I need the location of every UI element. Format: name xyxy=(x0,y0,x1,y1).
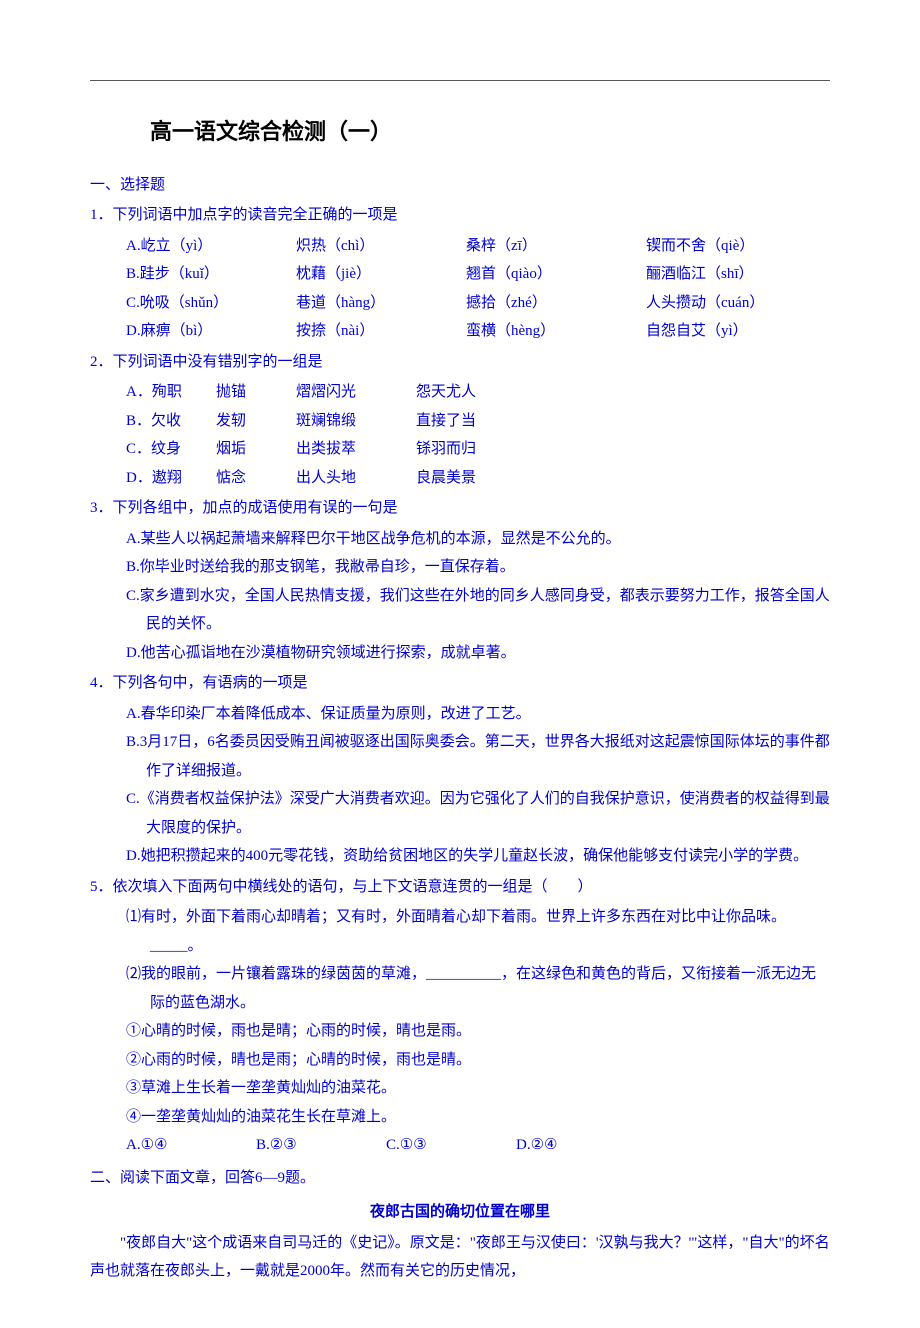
q1-d-4: 自怨自艾（yì） xyxy=(646,317,816,346)
section-2-head: 二、阅读下面文章，回答6—9题。 xyxy=(90,1164,830,1193)
q1-c-2: 巷道（hàng） xyxy=(296,289,466,318)
q4-opt-c: C.《消费者权益保护法》深受广大消费者欢迎。因为它强化了人们的自我保护意识，使消… xyxy=(126,785,830,842)
q5-opt-b: B.②③ xyxy=(256,1131,386,1160)
q2-a-3: 熠熠闪光 xyxy=(296,378,416,407)
doc-title: 高一语文综合检测（一） xyxy=(150,111,830,153)
q5-opt-d: D.②④ xyxy=(516,1131,646,1160)
q2-c-3: 出类拔萃 xyxy=(296,435,416,464)
passage-p1: "夜郎自大"这个成语来自司马迁的《史记》。原文是："夜郎王与汉使曰：'汉孰与我大… xyxy=(90,1229,830,1286)
q4-stem: 4．下列各句中，有语病的一项是 xyxy=(90,669,830,698)
q1-c-4: 人头攒动（cuán） xyxy=(646,289,816,318)
q3-opt-b: B.你毕业时送给我的那支钢笔，我敝帚自珍，一直保存着。 xyxy=(126,553,830,582)
q5-i4: ④一垄垄黄灿灿的油菜花生长在草滩上。 xyxy=(126,1103,830,1132)
q5-sub2: ⑵我的眼前，一片镶着露珠的绿茵茵的草滩，__________，在这绿色和黄色的背… xyxy=(126,960,830,1017)
q2-opt-b: B．欠收 发轫 斑斓锦缎 直接了当 xyxy=(126,407,830,436)
q4-opt-d: D.她把积攒起来的400元零花钱，资助给贫困地区的失学儿童赵长波，确保他能够支付… xyxy=(126,842,830,871)
q2-d-3: 出人头地 xyxy=(296,464,416,493)
q2-b-4: 直接了当 xyxy=(416,407,536,436)
q1-c-3: 撼拾（zhé） xyxy=(466,289,646,318)
q1-opt-d: D.麻痹（bì） 按捺（nài） 蛮横（hèng） 自怨自艾（yì） xyxy=(126,317,830,346)
q5-i1: ①心晴的时候，雨也是晴；心雨的时候，晴也是雨。 xyxy=(126,1017,830,1046)
q1-a-3: 桑梓（zī） xyxy=(466,232,646,261)
q5-i3: ③草滩上生长着一垄垄黄灿灿的油菜花。 xyxy=(126,1074,830,1103)
q2-c-4: 铩羽而归 xyxy=(416,435,536,464)
q1-d-2: 按捺（nài） xyxy=(296,317,466,346)
q1-b-1: B.跬步（kuǐ） xyxy=(126,260,296,289)
q3-stem: 3．下列各组中，加点的成语使用有误的一句是 xyxy=(90,494,830,523)
q5-opt-c: C.①③ xyxy=(386,1131,516,1160)
q2-b-2: 发轫 xyxy=(216,407,296,436)
q1-a-1: A.屹立（yì） xyxy=(126,232,296,261)
q5-stem: 5．依次填入下面两句中横线处的语句，与上下文语意连贯的一组是（ ） xyxy=(90,873,830,902)
q1-stem: 1．下列词语中加点字的读音完全正确的一项是 xyxy=(90,201,830,230)
q1-d-1: D.麻痹（bì） xyxy=(126,317,296,346)
q2-d-1: D．遨翔 xyxy=(126,464,216,493)
passage-title: 夜郎古国的确切位置在哪里 xyxy=(90,1198,830,1227)
q5-opt-a: A.①④ xyxy=(126,1131,256,1160)
q2-a-1: A．殉职 xyxy=(126,378,216,407)
q2-d-2: 惦念 xyxy=(216,464,296,493)
q1-b-3: 翘首（qiào） xyxy=(466,260,646,289)
section-1-head: 一、选择题 xyxy=(90,171,830,200)
q1-b-4: 酾酒临江（shī） xyxy=(646,260,816,289)
q1-a-4: 锲而不舍（qiè） xyxy=(646,232,816,261)
q1-opt-c: C.吮吸（shǔn） 巷道（hàng） 撼拾（zhé） 人头攒动（cuán） xyxy=(126,289,830,318)
q5-i2: ②心雨的时候，晴也是雨；心晴的时候，雨也是晴。 xyxy=(126,1046,830,1075)
q2-opt-d: D．遨翔 惦念 出人头地 良晨美景 xyxy=(126,464,830,493)
q3-opt-a: A.某些人以祸起萧墙来解释巴尔干地区战争危机的本源，显然是不公允的。 xyxy=(126,525,830,554)
q2-stem: 2．下列词语中没有错别字的一组是 xyxy=(90,348,830,377)
q4-opt-b: B.3月17日，6名委员因受贿丑闻被驱逐出国际奥委会。第二天，世界各大报纸对这起… xyxy=(126,728,830,785)
q2-opt-c: C．纹身 烟垢 出类拔萃 铩羽而归 xyxy=(126,435,830,464)
q1-c-1: C.吮吸（shǔn） xyxy=(126,289,296,318)
q2-c-2: 烟垢 xyxy=(216,435,296,464)
q1-opt-b: B.跬步（kuǐ） 枕藉（jiè） 翘首（qiào） 酾酒临江（shī） xyxy=(126,260,830,289)
q1-a-2: 炽热（chì） xyxy=(296,232,466,261)
q2-a-4: 怨天尤人 xyxy=(416,378,536,407)
top-rule xyxy=(90,80,830,81)
q1-opt-a: A.屹立（yì） 炽热（chì） 桑梓（zī） 锲而不舍（qiè） xyxy=(126,232,830,261)
q2-a-2: 抛锚 xyxy=(216,378,296,407)
q2-b-3: 斑斓锦缎 xyxy=(296,407,416,436)
q5-opts: A.①④ B.②③ C.①③ D.②④ xyxy=(126,1131,830,1160)
q4-opt-a: A.春华印染厂本着降低成本、保证质量为原则，改进了工艺。 xyxy=(126,700,830,729)
q1-b-2: 枕藉（jiè） xyxy=(296,260,466,289)
q3-opt-c: C.家乡遭到水灾，全国人民热情支援，我们这些在外地的同乡人感同身受，都表示要努力… xyxy=(126,582,830,639)
q1-d-3: 蛮横（hèng） xyxy=(466,317,646,346)
q3-opt-d: D.他苦心孤诣地在沙漠植物研究领域进行探索，成就卓著。 xyxy=(126,639,830,668)
q2-d-4: 良晨美景 xyxy=(416,464,536,493)
q2-b-1: B．欠收 xyxy=(126,407,216,436)
q5-sub1: ⑴有时，外面下着雨心却晴着；又有时，外面晴着心却下着雨。世界上许多东西在对比中让… xyxy=(126,903,830,960)
q2-opt-a: A．殉职 抛锚 熠熠闪光 怨天尤人 xyxy=(126,378,830,407)
q2-c-1: C．纹身 xyxy=(126,435,216,464)
